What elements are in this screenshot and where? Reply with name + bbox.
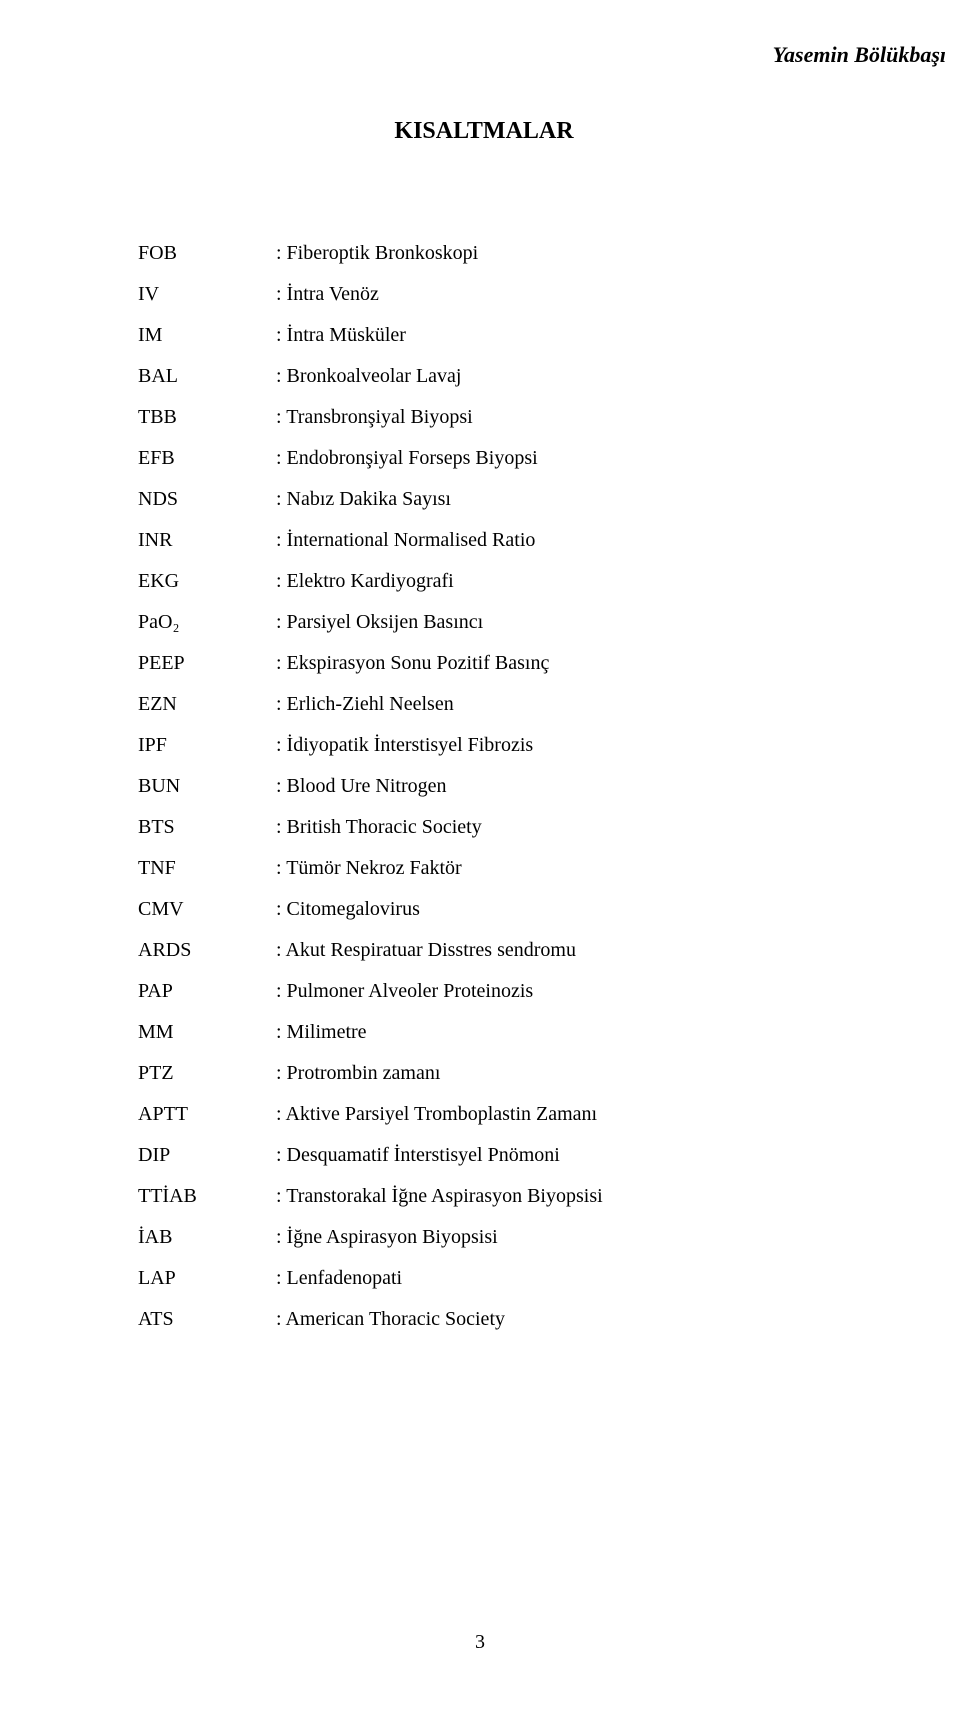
abbreviation-term: PEEP — [138, 651, 276, 675]
abbreviation-definition: : Endobronşiyal Forseps Biyopsi — [276, 446, 870, 470]
abbreviation-definition: : Elektro Kardiyografi — [276, 569, 870, 593]
abbreviation-term: PTZ — [138, 1061, 276, 1085]
abbreviation-entry: PAP: Pulmoner Alveoler Proteinozis — [138, 979, 870, 1003]
abbreviation-term: BAL — [138, 364, 276, 388]
abbreviation-definition: : Akut Respiratuar Disstres sendromu — [276, 938, 870, 962]
abbreviation-entry: PTZ: Protrombin zamanı — [138, 1061, 870, 1085]
abbreviation-term: TBB — [138, 405, 276, 429]
abbreviation-term: MM — [138, 1020, 276, 1044]
abbreviation-entry: BTS: British Thoracic Society — [138, 815, 870, 839]
abbreviation-entry: MM: Milimetre — [138, 1020, 870, 1044]
abbreviation-term: BUN — [138, 774, 276, 798]
abbreviation-entry: IV: İntra Venöz — [138, 282, 870, 306]
abbreviation-term: BTS — [138, 815, 276, 839]
abbreviation-term: PaO₂ — [138, 610, 276, 634]
abbreviation-definition: : Desquamatif İnterstisyel Pnömoni — [276, 1143, 870, 1167]
abbreviation-entry: INR: İnternational Normalised Ratio — [138, 528, 870, 552]
abbreviation-entry: BUN: Blood Ure Nitrogen — [138, 774, 870, 798]
abbreviation-definition: : Parsiyel Oksijen Basıncı — [276, 610, 870, 634]
abbreviation-term: INR — [138, 528, 276, 552]
abbreviation-definition: : İntra Venöz — [276, 282, 870, 306]
abbreviation-definition: : Aktive Parsiyel Tromboplastin Zamanı — [276, 1102, 870, 1126]
abbreviation-entry: EZN: Erlich-Ziehl Neelsen — [138, 692, 870, 716]
abbreviation-term: TTİAB — [138, 1184, 276, 1208]
abbreviation-definition: : İntra Müsküler — [276, 323, 870, 347]
abbreviation-entry: LAP: Lenfadenopati — [138, 1266, 870, 1290]
abbreviation-entry: İAB: İğne Aspirasyon Biyopsisi — [138, 1225, 870, 1249]
abbreviation-term: FOB — [138, 241, 276, 265]
abbreviation-definition: : Nabız Dakika Sayısı — [276, 487, 870, 511]
abbreviation-term: IPF — [138, 733, 276, 757]
abbreviation-definition: : Citomegalovirus — [276, 897, 870, 921]
abbreviation-entry: EKG: Elektro Kardiyografi — [138, 569, 870, 593]
abbreviation-definition: : Bronkoalveolar Lavaj — [276, 364, 870, 388]
abbreviations-list: FOB: Fiberoptik BronkoskopiIV: İntra Ven… — [138, 241, 870, 1331]
abbreviation-definition: : Milimetre — [276, 1020, 870, 1044]
abbreviation-definition: : Pulmoner Alveoler Proteinozis — [276, 979, 870, 1003]
abbreviation-term: DIP — [138, 1143, 276, 1167]
abbreviation-entry: BAL: Bronkoalveolar Lavaj — [138, 364, 870, 388]
abbreviation-definition: : İdiyopatik İnterstisyel Fibrozis — [276, 733, 870, 757]
abbreviation-term: IV — [138, 282, 276, 306]
abbreviation-term: TNF — [138, 856, 276, 880]
page-title: KISALTMALAR — [98, 118, 870, 145]
abbreviation-definition: : Erlich-Ziehl Neelsen — [276, 692, 870, 716]
abbreviation-definition: : Protrombin zamanı — [276, 1061, 870, 1085]
abbreviation-entry: EFB: Endobronşiyal Forseps Biyopsi — [138, 446, 870, 470]
abbreviation-term: CMV — [138, 897, 276, 921]
abbreviation-definition: : İnternational Normalised Ratio — [276, 528, 870, 552]
abbreviation-entry: TTİAB: Transtorakal İğne Aspirasyon Biyo… — [138, 1184, 870, 1208]
abbreviation-entry: CMV: Citomegalovirus — [138, 897, 870, 921]
abbreviation-term: ARDS — [138, 938, 276, 962]
abbreviation-entry: ARDS: Akut Respiratuar Disstres sendromu — [138, 938, 870, 962]
abbreviation-term: EKG — [138, 569, 276, 593]
author-name: Yasemin Bölükbaşı — [773, 42, 946, 68]
abbreviation-term: IM — [138, 323, 276, 347]
abbreviation-definition: : British Thoracic Society — [276, 815, 870, 839]
abbreviation-entry: NDS: Nabız Dakika Sayısı — [138, 487, 870, 511]
abbreviation-term: ATS — [138, 1307, 276, 1331]
abbreviation-entry: DIP: Desquamatif İnterstisyel Pnömoni — [138, 1143, 870, 1167]
abbreviation-definition: : Tümör Nekroz Faktör — [276, 856, 870, 880]
abbreviation-definition: : İğne Aspirasyon Biyopsisi — [276, 1225, 870, 1249]
abbreviation-entry: ATS : American Thoracic Society — [138, 1307, 870, 1331]
abbreviation-entry: TBB: Transbronşiyal Biyopsi — [138, 405, 870, 429]
abbreviation-entry: PEEP: Ekspirasyon Sonu Pozitif Basınç — [138, 651, 870, 675]
abbreviation-entry: TNF: Tümör Nekroz Faktör — [138, 856, 870, 880]
abbreviation-term: EFB — [138, 446, 276, 470]
abbreviation-definition: : Ekspirasyon Sonu Pozitif Basınç — [276, 651, 870, 675]
abbreviation-entry: IM: İntra Müsküler — [138, 323, 870, 347]
abbreviation-term: NDS — [138, 487, 276, 511]
abbreviation-entry: PaO₂: Parsiyel Oksijen Basıncı — [138, 610, 870, 634]
abbreviation-definition: : Blood Ure Nitrogen — [276, 774, 870, 798]
page-number: 3 — [0, 1631, 960, 1654]
abbreviation-term: APTT — [138, 1102, 276, 1126]
abbreviation-definition: : Fiberoptik Bronkoskopi — [276, 241, 870, 265]
abbreviation-term: LAP — [138, 1266, 276, 1290]
abbreviation-definition: : Transbronşiyal Biyopsi — [276, 405, 870, 429]
abbreviation-definition: : American Thoracic Society — [276, 1307, 870, 1331]
abbreviation-entry: FOB: Fiberoptik Bronkoskopi — [138, 241, 870, 265]
abbreviation-entry: IPF: İdiyopatik İnterstisyel Fibrozis — [138, 733, 870, 757]
abbreviation-definition: : Transtorakal İğne Aspirasyon Biyopsisi — [276, 1184, 870, 1208]
abbreviation-definition: : Lenfadenopati — [276, 1266, 870, 1290]
abbreviation-entry: APTT: Aktive Parsiyel Tromboplastin Zama… — [138, 1102, 870, 1126]
abbreviation-term: PAP — [138, 979, 276, 1003]
abbreviation-term: İAB — [138, 1225, 276, 1249]
abbreviation-term: EZN — [138, 692, 276, 716]
